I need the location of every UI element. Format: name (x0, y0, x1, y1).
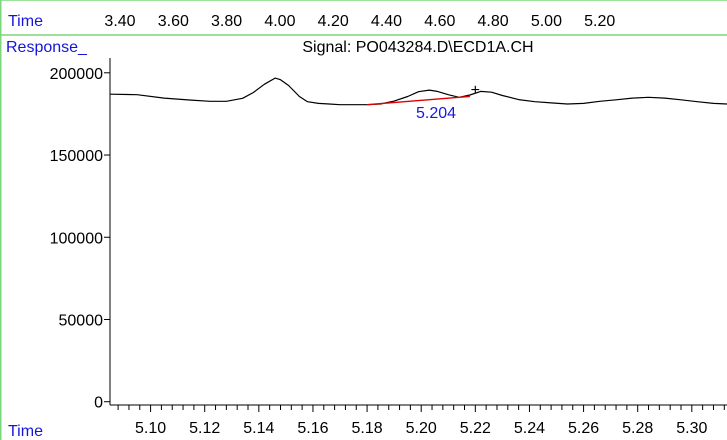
top-tick-label: 5.00 (531, 13, 562, 30)
top-time-axis: 3.40 3.60 3.80 4.00 4.20 4.40 4.60 4.80 5.00 5.20 (104, 13, 615, 30)
top-tick-label: 4.40 (371, 13, 402, 30)
top-tick-label: 3.80 (211, 13, 242, 30)
top-tick-label: 5.20 (584, 13, 615, 30)
x-axis-label: Time (8, 423, 43, 440)
top-tick-label: 3.40 (104, 13, 135, 30)
x-tick-label: 5.12 (189, 420, 220, 437)
x-tick-label: 5.10 (135, 420, 166, 437)
x-tick-label: 5.20 (406, 420, 437, 437)
x-axis-ticks: 5.10 5.12 5.14 5.16 5.18 5.20 5.22 5.24 5.26 5.28… (117, 405, 725, 437)
top-tick-label: 4.60 (424, 13, 455, 30)
y-tick-label: 150000 (50, 148, 103, 165)
top-tick-label: 4.80 (478, 13, 509, 30)
chart-title: Signal: PO043284.D\ECD1A.CH (302, 39, 533, 56)
x-tick-label: 5.16 (297, 420, 328, 437)
peak-label: 5.204 (416, 105, 456, 122)
x-tick-label: 5.18 (352, 420, 383, 437)
x-tick-label: 5.28 (622, 420, 653, 437)
y-axis-ticks: 0 50000 100000 150000 200000 (50, 66, 110, 412)
y-axis-label: Response_ (6, 39, 88, 56)
plot-area: 5.204 + (109, 77, 727, 122)
header-time-label: Time (8, 13, 43, 30)
x-tick-label: 5.24 (514, 420, 545, 437)
x-tick-label: 5.30 (676, 420, 707, 437)
top-tick-label: 4.20 (318, 13, 349, 30)
y-tick-label: 100000 (50, 230, 103, 247)
x-tick-label: 5.26 (568, 420, 599, 437)
peak-baseline (367, 95, 470, 106)
y-tick-label: 200000 (50, 66, 103, 83)
x-tick-label: 5.22 (460, 420, 491, 437)
x-tick-label: 5.14 (243, 420, 274, 437)
signal-trace (109, 77, 727, 106)
y-tick-label: 0 (94, 395, 103, 412)
top-tick-label: 4.00 (264, 13, 295, 30)
y-tick-label: 50000 (59, 312, 104, 329)
cursor-marker: + (471, 82, 480, 99)
top-tick-label: 3.60 (158, 13, 189, 30)
